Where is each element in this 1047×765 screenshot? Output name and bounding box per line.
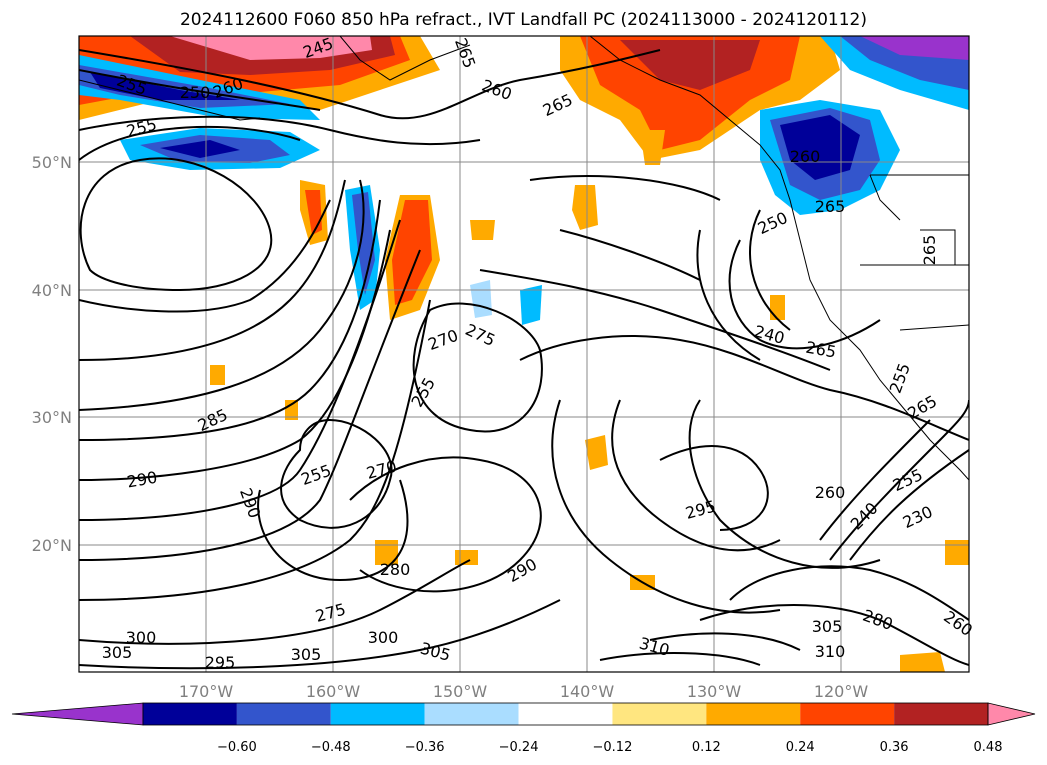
colorbar-tick-label: −0.12 xyxy=(593,740,633,755)
coastlines xyxy=(79,36,969,481)
contour-label: 300 xyxy=(368,628,399,647)
contour-label: 305 xyxy=(812,617,843,636)
lon-label: 170°W xyxy=(179,682,234,701)
latitude-axis: 50°N 40°N 30°N 20°N xyxy=(32,153,72,555)
contour-label: 295 xyxy=(683,497,717,523)
contour-label: 230 xyxy=(900,502,936,532)
contour-label: 265 xyxy=(451,36,479,71)
colorbar-segments xyxy=(11,702,1036,726)
lon-label: 120°W xyxy=(814,682,869,701)
contour-label: 265 xyxy=(804,338,837,362)
contour-label: 250 xyxy=(755,208,791,238)
contour-label: 275 xyxy=(462,320,498,350)
contour-label: 260 xyxy=(940,607,976,640)
contour-label: 305 xyxy=(102,643,133,662)
colorbar-segment xyxy=(706,703,801,725)
colorbar-segment xyxy=(236,703,331,725)
contour-label: 255 xyxy=(886,361,914,396)
lat-label: 50°N xyxy=(32,153,72,172)
contour-label: 290 xyxy=(125,468,158,492)
contour-label: 250 xyxy=(180,83,211,102)
colorbar-extend-high xyxy=(987,702,1036,726)
colorbar-tick-label: 0.48 xyxy=(974,740,1003,755)
contour-label: 280 xyxy=(860,606,895,634)
colorbar-segment xyxy=(424,703,519,725)
contour-label: 300 xyxy=(126,628,157,647)
contour-label: 290 xyxy=(504,554,540,586)
contour-label: 270 xyxy=(426,326,461,354)
contour-label: 255 xyxy=(407,374,439,410)
contour-label: 260 xyxy=(790,147,821,166)
lat-label: 20°N xyxy=(32,536,72,555)
colorbar-extend-low xyxy=(11,702,144,726)
colorbar-ticks: −0.60 −0.48 −0.36 −0.24 −0.12 0.12 0.24 0.36 0.4… xyxy=(217,740,1003,755)
lat-label: 30°N xyxy=(32,408,72,427)
colorbar-tick-label: −0.36 xyxy=(405,740,445,755)
colorbar-segment xyxy=(894,703,988,725)
lon-label: 140°W xyxy=(560,682,615,701)
contour-label: 305 xyxy=(418,639,452,665)
colorbar-tick-label: 0.24 xyxy=(786,740,815,755)
longitude-axis: 170°W 160°W 150°W 140°W 130°W 120°W xyxy=(179,682,869,701)
colorbar-segment xyxy=(143,703,237,725)
contour-label: 265 xyxy=(815,197,846,216)
colorbar-segment xyxy=(330,703,425,725)
lat-label: 40°N xyxy=(32,281,72,300)
lon-label: 130°W xyxy=(687,682,742,701)
contour-label: 265 xyxy=(540,90,576,120)
contour-label: 280 xyxy=(380,560,411,579)
contour-lines xyxy=(79,49,969,670)
contour-label: 265 xyxy=(920,235,939,266)
contour-label: 305 xyxy=(291,645,322,664)
lon-label: 150°W xyxy=(433,682,488,701)
colorbar-segment xyxy=(612,703,707,725)
map-title: 2024112600 F060 850 hPa refract., IVT La… xyxy=(179,10,867,30)
contour-label: 255 xyxy=(890,465,926,495)
contour-label: 310 xyxy=(815,642,846,661)
colorbar-tick-label: −0.48 xyxy=(311,740,351,755)
colorbar-segment xyxy=(800,703,895,725)
colorbar-frame xyxy=(142,702,989,726)
contour-label: 265 xyxy=(904,391,940,423)
contour-label: 275 xyxy=(313,600,347,626)
graticule xyxy=(79,36,969,672)
colorbar-tick-label: 0.12 xyxy=(692,740,721,755)
contour-label: 295 xyxy=(205,653,236,672)
contour-label: 260 xyxy=(815,483,846,502)
lon-label: 160°W xyxy=(306,682,361,701)
map-frame xyxy=(78,35,970,673)
contour-label: 260 xyxy=(479,76,514,104)
colorbar-segment xyxy=(518,703,613,725)
colorbar: −0.60 −0.48 −0.36 −0.24 −0.12 0.12 0.24 0.36 0.4… xyxy=(11,702,1036,755)
colorbar-tick-label: −0.24 xyxy=(499,740,539,755)
contour-label: 270 xyxy=(364,457,398,483)
colorbar-tick-label: −0.60 xyxy=(217,740,257,755)
colorbar-tick-label: 0.36 xyxy=(880,740,909,755)
